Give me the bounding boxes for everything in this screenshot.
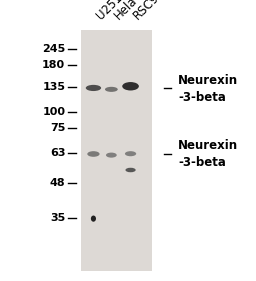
Text: 48: 48 (50, 178, 65, 188)
Ellipse shape (87, 151, 100, 157)
Ellipse shape (91, 216, 96, 222)
Ellipse shape (125, 151, 136, 156)
Ellipse shape (105, 87, 118, 92)
Text: Hela: Hela (111, 0, 139, 22)
Text: 63: 63 (50, 148, 65, 158)
Ellipse shape (86, 85, 101, 91)
Text: 35: 35 (50, 213, 65, 223)
Text: 100: 100 (42, 107, 65, 117)
Text: U251: U251 (93, 0, 124, 22)
Text: 75: 75 (50, 123, 65, 133)
Text: RSC96: RSC96 (131, 0, 167, 22)
Text: 180: 180 (42, 60, 65, 70)
Text: 135: 135 (42, 82, 65, 92)
Ellipse shape (122, 82, 139, 90)
Text: Neurexin
-3-beta: Neurexin -3-beta (178, 74, 238, 104)
Ellipse shape (106, 153, 117, 158)
Ellipse shape (125, 168, 136, 172)
Text: Neurexin
-3-beta: Neurexin -3-beta (178, 139, 238, 169)
Text: 245: 245 (42, 44, 65, 54)
Bar (81, 30, 152, 271)
